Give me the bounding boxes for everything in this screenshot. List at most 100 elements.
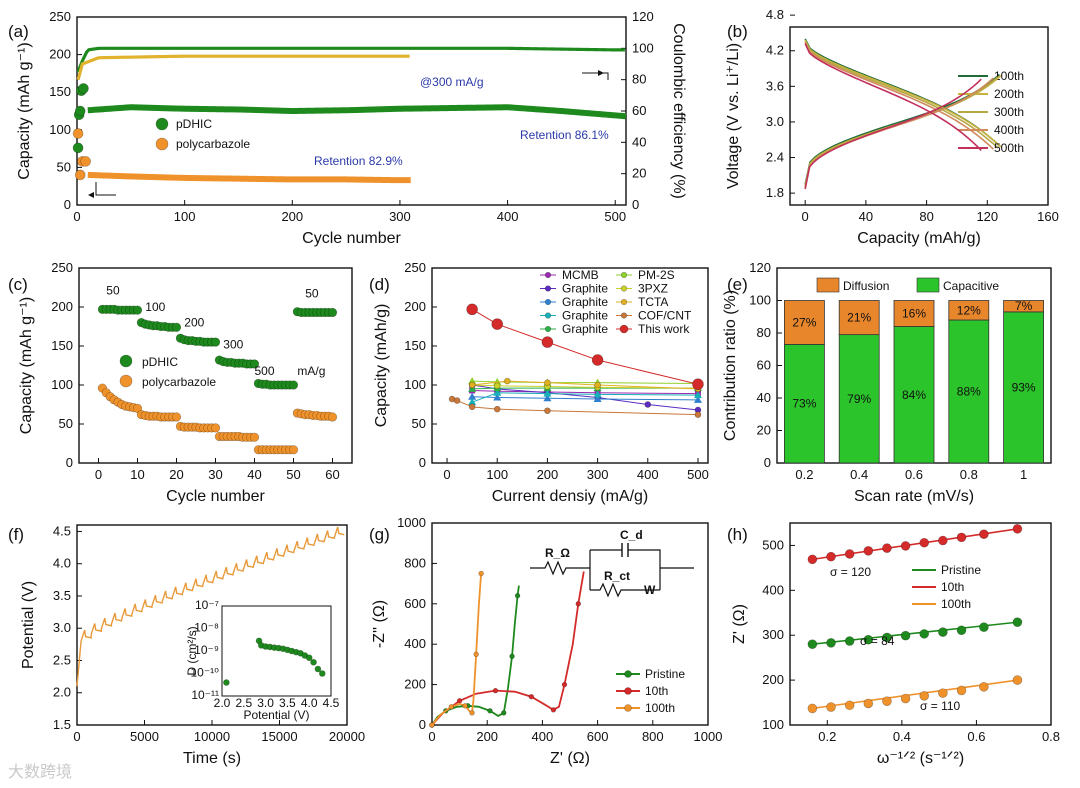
chart-d-point [503, 377, 511, 385]
chart-d-point [468, 403, 476, 411]
chart-d-legend-label: This work [638, 322, 690, 336]
chart-e-bar-label: 88% [957, 385, 981, 399]
chart-e-bar-diffusion [948, 300, 990, 321]
chart-c-ytick-label: 100 [51, 377, 73, 392]
chart-e-xtick-label: 0.8 [960, 467, 978, 482]
chart-c-point [210, 337, 221, 347]
chart-a-legend-marker [155, 117, 169, 131]
chart-d-point [644, 401, 652, 408]
chart-c-point [288, 380, 299, 390]
chart-d-point [493, 393, 502, 401]
chart-c-xlabel: Cycle number [166, 488, 265, 505]
chart-h-point [938, 627, 948, 637]
chart-d-frame [431, 267, 709, 464]
chart-a-point [80, 156, 91, 167]
chart-g-ytick-label: 1000 [397, 515, 426, 530]
chart-g-ytick-label: 800 [404, 555, 426, 570]
chart-b-discharge-curve [804, 39, 1002, 148]
chart-f-inset-point [310, 658, 317, 666]
chart-c-xtick-label: 20 [169, 467, 183, 482]
chart-f-inset-ylabel: D (cm²/s) [185, 626, 199, 675]
chart-h-point [979, 682, 989, 692]
chart-e-bar-diffusion [838, 300, 880, 336]
chart-e-legend-swatch [916, 277, 940, 293]
chart-d-panel-label: (d) [369, 275, 390, 294]
chart-a-point [74, 169, 86, 181]
chart-a-legend-label: pDHIC [176, 117, 212, 131]
chart-f-inset-xtick-label: 3.5 [279, 696, 296, 710]
chart-d-point [468, 392, 477, 400]
chart-h-panel-label: (h) [727, 525, 748, 544]
chart-e-ytick-label: 120 [749, 260, 771, 275]
chart-a-xtick-label: 100 [174, 209, 196, 224]
chart-b-ytick-label: 4.2 [766, 43, 784, 58]
chart-g-point [501, 710, 507, 716]
chart-d-legend-marker [544, 325, 552, 333]
chart-b-ytick-label: 1.8 [766, 185, 784, 200]
chart-a-point [74, 105, 86, 117]
chart-a-ylabel: Capacity (mAh g⁻¹) [16, 42, 33, 179]
chart-f-inset-point [305, 654, 313, 662]
chart-d-legend-marker [544, 298, 552, 306]
chart-h-ytick-label: 200 [762, 672, 784, 687]
chart-d-legend-label: Graphite [562, 282, 608, 296]
chart-a-ytick-label: 20 [632, 166, 646, 181]
chart-e-panel-label: (e) [727, 275, 748, 294]
chart-d-legend-label: 3PXZ [638, 282, 668, 296]
chart-g-point [429, 722, 435, 728]
chart-d-point [593, 390, 602, 398]
chart-c-ytick-label: 250 [51, 260, 73, 275]
chart-c-point [132, 403, 143, 414]
chart-e-bar-diffusion [1003, 300, 1044, 313]
chart-f-ytick-label: 4.0 [53, 556, 71, 571]
chart-h-frame [789, 522, 1052, 726]
chart-g-frame [431, 522, 709, 726]
chart-a-ytick-label: 250 [49, 9, 71, 24]
chart-g-ytick-label: 200 [404, 677, 426, 692]
chart-c-ytick-label: 200 [51, 299, 73, 314]
chart-f-ytick-label: 3.0 [53, 620, 71, 635]
chart-b-ytick-label: 3.6 [766, 78, 784, 93]
chart-h-point [919, 537, 930, 548]
chart-f-ytick-label: 3.5 [53, 588, 71, 603]
chart-d-point [468, 384, 477, 392]
chart-a-panel-label: (a) [8, 22, 29, 41]
chart-f-inset-xtick-label: 2.0 [214, 696, 231, 710]
chart-d-point [692, 378, 704, 391]
chart-d-point [544, 379, 551, 386]
chart-a-xtick-label: 200 [281, 209, 303, 224]
chart-c-point [288, 445, 299, 455]
chart-c-legend-marker [119, 354, 133, 368]
chart-h-point [863, 546, 874, 556]
chart-g-point [469, 710, 475, 716]
chart-h-xlabel: ω⁻¹ᐟ² (s⁻¹ᐟ²) [877, 750, 964, 767]
chart-g-panel-label: (g) [369, 525, 390, 544]
chart-a-arrow-head [598, 70, 604, 76]
chart-h-point [807, 639, 818, 650]
chart-g-point [462, 703, 468, 709]
chart-d-point [468, 377, 477, 385]
chart-d-ytick-label: 100 [404, 377, 426, 392]
chart-b-discharge-curve [804, 43, 982, 151]
chart-f-inset-point [223, 679, 230, 686]
chart-d-legend-marker [544, 285, 552, 292]
watermark-text: 大数跨境 [8, 762, 73, 781]
chart-g-point [561, 681, 568, 688]
chart-d-legend-marker [619, 324, 629, 334]
chart-d-xlabel: Current densiy (mA/g) [492, 488, 649, 505]
chart-f-inset-frame [221, 605, 332, 697]
chart-e-legend-label: Diffusion [843, 279, 889, 293]
chart-g-point [514, 593, 521, 599]
chart-f-ytick-label: 2.0 [53, 685, 71, 700]
chart-h-point [956, 532, 967, 543]
chart-c-point [249, 359, 260, 369]
chart-h-ytick-label: 100 [762, 717, 784, 732]
chart-f-inset-xtick-label: 3.0 [257, 696, 274, 710]
chart-g-point [456, 698, 463, 704]
chart-c-rate-label: 500 [255, 364, 275, 378]
chart-g-xtick-label: 600 [587, 729, 609, 744]
chart-b-xtick-label: 120 [976, 209, 998, 224]
chart-e-xtick-label: 0.2 [795, 467, 813, 482]
chart-d-point [591, 354, 604, 366]
chart-b-legend-label: 500th [994, 141, 1024, 155]
